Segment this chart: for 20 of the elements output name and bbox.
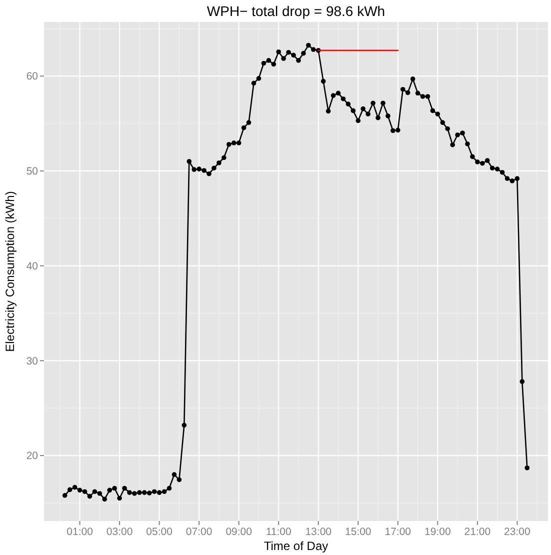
y-tick-label: 30 — [26, 355, 38, 368]
x-axis-title: Time of Day — [264, 539, 328, 553]
y-tick-label: 20 — [26, 450, 38, 462]
y-tick-label: 60 — [26, 70, 38, 83]
x-tick-label: 01:00 — [66, 526, 94, 538]
x-tick-label: 11:00 — [266, 526, 292, 538]
x-tick-label: 05:00 — [146, 526, 173, 538]
x-tick-label: 15:00 — [344, 526, 372, 538]
x-tick-label: 21:00 — [464, 526, 491, 538]
x-tick-label: 13:00 — [305, 526, 332, 538]
x-tick-label: 09:00 — [226, 526, 252, 538]
x-tick-label: 17:00 — [384, 526, 412, 538]
x-tick-label: 19:00 — [424, 526, 451, 538]
x-tick-label: 23:00 — [504, 526, 530, 538]
x-tick-label: 07:00 — [186, 526, 212, 538]
x-tick-label: 03:00 — [106, 526, 133, 538]
y-axis-title: Electricity Consumption (kWh) — [3, 191, 17, 352]
chart-title: WPH− total drop = 98.6 kWh — [206, 3, 386, 19]
y-tick-label: 50 — [26, 166, 38, 178]
y-tick-label: 40 — [26, 260, 38, 272]
